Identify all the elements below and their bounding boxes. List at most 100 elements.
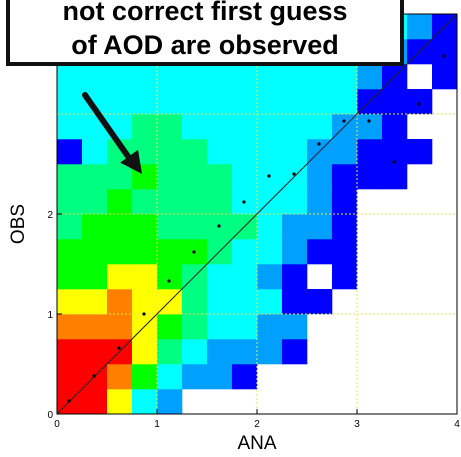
mean-point [67, 399, 71, 403]
mean-point [242, 200, 246, 204]
heatmap-cell [157, 139, 183, 165]
heatmap-cell [57, 139, 83, 165]
mean-point [217, 224, 221, 228]
heatmap-cell [182, 314, 208, 340]
heatmap-cell [182, 189, 208, 215]
heatmap-cell [107, 264, 133, 290]
heatmap-cell [332, 214, 358, 240]
heatmap-cell [232, 64, 258, 90]
heatmap-cell [132, 189, 158, 215]
mean-point [192, 250, 196, 254]
mean-point [92, 374, 96, 378]
heatmap-cell [107, 214, 133, 240]
heatmap-cell [332, 239, 358, 265]
x-tick-label: 3 [354, 419, 360, 430]
heatmap-cell [357, 164, 383, 190]
heatmap-cell [157, 89, 183, 115]
heatmap-cell [57, 364, 83, 390]
mean-point [317, 142, 321, 146]
x-tick-label: 0 [54, 419, 60, 430]
heatmap-cell [207, 264, 233, 290]
heatmap-cell [257, 264, 283, 290]
heatmap-cell [382, 89, 408, 115]
heatmap-cell [207, 339, 233, 365]
heatmap-cell [57, 339, 83, 365]
heatmap-cell [232, 264, 258, 290]
heatmap-cell [257, 339, 283, 365]
heatmap-cell [57, 189, 83, 215]
heatmap-cell [207, 139, 233, 165]
heatmap-cell [232, 139, 258, 165]
heatmap-cell [157, 314, 183, 340]
heatmap-cell [232, 239, 258, 265]
one-to-one-line [56, 13, 458, 415]
heatmap-cell [232, 89, 258, 115]
heatmap-cell [357, 114, 383, 140]
mean-point [292, 172, 296, 176]
heatmap-cell [157, 339, 183, 365]
mean-points [67, 54, 446, 403]
heatmap-cell [357, 64, 383, 90]
heatmap-cell [182, 289, 208, 315]
heatmap-cell [382, 164, 408, 190]
heatmap-cell [182, 64, 208, 90]
x-tick-label: 4 [454, 419, 460, 430]
heatmap-cell [382, 139, 408, 165]
heatmap-cell [382, 114, 408, 140]
heatmap-cell [107, 239, 133, 265]
heatmap-cell [207, 164, 233, 190]
x-axis-title: ANA [237, 433, 276, 454]
heatmap-cell [207, 364, 233, 390]
mean-point [392, 160, 396, 164]
heatmap-cell [282, 89, 308, 115]
heatmap-cell [432, 39, 458, 65]
heatmap-cell [282, 189, 308, 215]
heatmap-cell [257, 239, 283, 265]
heatmap-cell [107, 389, 133, 415]
heatmap-cell [132, 114, 158, 140]
heatmap-cell [232, 289, 258, 315]
heatmap-cell [282, 214, 308, 240]
heatmap-cell [332, 139, 358, 165]
heatmap-cell [332, 264, 358, 290]
mean-point [417, 102, 421, 106]
heatmap-cell [82, 64, 108, 90]
heatmap-cell [157, 239, 183, 265]
heatmap-cell [332, 64, 358, 90]
y-tick-label: 0 [47, 410, 53, 421]
heatmap-cell [132, 264, 158, 290]
heatmap-cell [157, 64, 183, 90]
heatmap-cell [82, 139, 108, 165]
mean-point [367, 119, 371, 123]
heatmap-cell [307, 89, 333, 115]
mean-point [442, 54, 446, 58]
heatmap-cell [282, 239, 308, 265]
heatmap-cell [132, 289, 158, 315]
heatmap-cell [207, 189, 233, 215]
heatmap-cell [257, 114, 283, 140]
heatmap-cell [182, 364, 208, 390]
heatmap-cell [307, 189, 333, 215]
heatmap-cell [157, 114, 183, 140]
heatmap-cell [57, 214, 83, 240]
mean-point [267, 174, 271, 178]
heatmap-cell [82, 239, 108, 265]
heatmap-cell [107, 289, 133, 315]
arrow-shaft [82, 92, 137, 168]
heatmap-cell [282, 339, 308, 365]
heatmap-cell [407, 14, 433, 40]
mean-point [117, 346, 121, 350]
heatmap-cell [182, 214, 208, 240]
heatmap-cell [232, 339, 258, 365]
arrow-head [120, 149, 142, 174]
heatmap-cell [282, 114, 308, 140]
heatmap-cell [207, 89, 233, 115]
heatmap-cell [132, 389, 158, 415]
heatmap-cell [82, 339, 108, 365]
callout-line-2: of AOD are observed [71, 30, 339, 60]
heatmap-cell [232, 114, 258, 140]
heatmap-cell [232, 364, 258, 390]
heatmap-cell [57, 114, 83, 140]
axis-ticks: 0 1 2 3 4 0 1 2 [47, 210, 460, 430]
